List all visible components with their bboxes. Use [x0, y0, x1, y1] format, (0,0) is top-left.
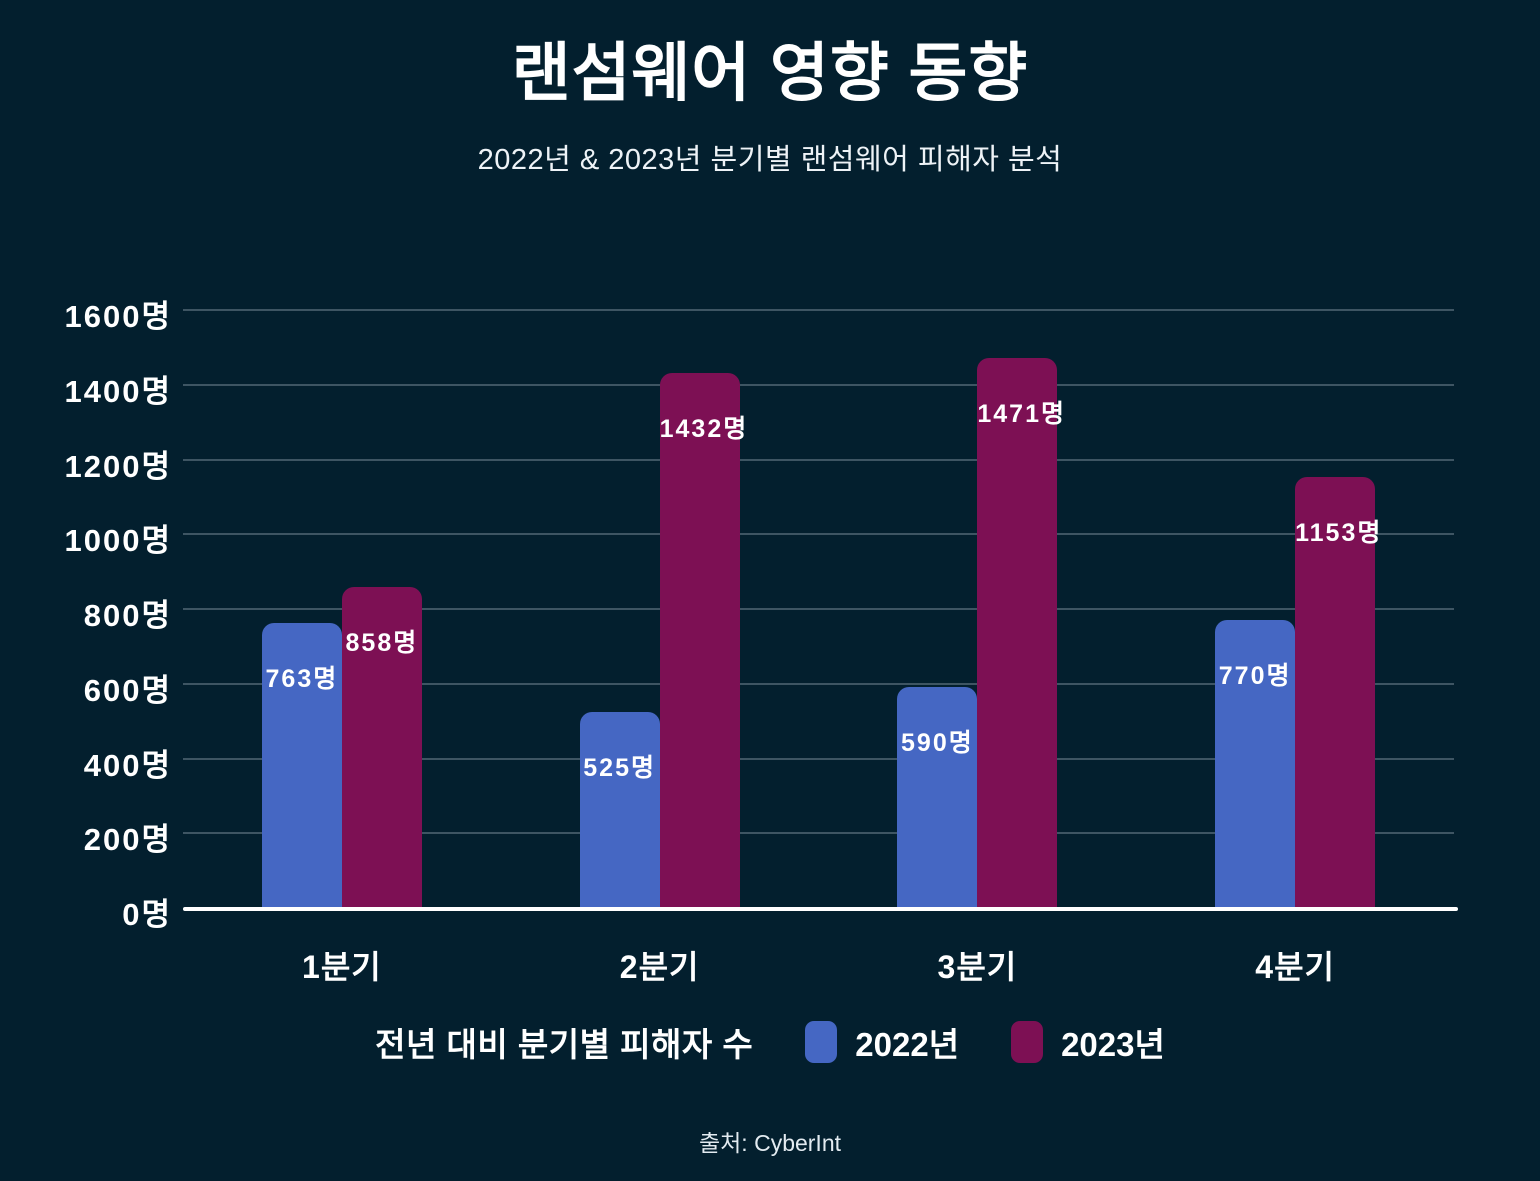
legend-item-2023-label: 2023년 [1061, 1026, 1165, 1063]
legend-label: 전년 대비 분기별 피해자 수 [375, 1026, 754, 1063]
y-axis-tick-1600: 1600명 [64, 299, 172, 334]
legend-item-2022: 2022년 [805, 1018, 959, 1066]
gridline-1600 [183, 309, 1454, 311]
legend-swatch-2023 [1011, 1021, 1044, 1063]
y-axis-tick-1200: 1200명 [64, 448, 172, 484]
y-axis-tick-1400: 1400명 [64, 373, 172, 409]
legend-item-2023: 2023년 [1011, 1018, 1165, 1066]
gridline-1000 [183, 533, 1454, 536]
y-axis-tick-400: 400명 [83, 747, 172, 783]
gridline-800 [183, 608, 1454, 610]
legend-swatch-2022 [805, 1021, 838, 1063]
chart-legend: 전년 대비 분기별 피해자 수 2022년 2023년 [0, 1018, 1540, 1066]
bar-2023년-3분기: 1471명 [977, 358, 1066, 908]
bar-value-label: 1471명 [977, 400, 1066, 429]
y-axis-tick-800: 800명 [83, 598, 172, 633]
bar-2023년-1분기: 858명 [341, 587, 422, 908]
bar-value-label: 1153명 [1295, 519, 1383, 548]
x-axis-label-2분기: 2분기 [619, 949, 700, 985]
source-note: 출처: CyberInt [698, 1130, 842, 1156]
bar-2023년-2분기: 1432명 [659, 372, 749, 908]
page-subtitle: 2022년 & 2023년 분기별 랜섬웨어 피해자 분석 [477, 144, 1063, 176]
gridline-600 [183, 682, 1454, 685]
x-axis-label-1분기: 1분기 [302, 949, 382, 985]
bar-2022년-3분기: 590명 [897, 687, 978, 908]
bar-2023년-4분기: 1153명 [1295, 477, 1383, 908]
bar-value-label: 525명 [583, 753, 656, 782]
bar-2022년-1분기: 763명 [261, 622, 342, 908]
legend-item-2022-label: 2022년 [855, 1026, 960, 1063]
gridline-1400 [183, 383, 1454, 386]
y-axis-tick-0: 0명 [122, 897, 172, 932]
gridline-200 [183, 832, 1454, 835]
x-axis-label-3분기: 3분기 [937, 949, 1018, 985]
x-axis-line [183, 907, 1458, 911]
gridline-400 [183, 757, 1454, 760]
bar-value-label: 858명 [345, 629, 419, 658]
bar-value-label: 763명 [265, 664, 339, 693]
y-axis-tick-200: 200명 [83, 822, 172, 858]
page-title: 랜섬웨어 영향 동향 [511, 37, 1029, 109]
bar-value-label: 590명 [901, 729, 974, 758]
y-axis-tick-600: 600명 [83, 672, 172, 708]
y-axis-tick-1000: 1000명 [64, 523, 172, 559]
bar-2022년-4분기: 770명 [1215, 620, 1296, 908]
gridline-1200 [183, 458, 1454, 461]
bar-value-label: 770명 [1218, 662, 1292, 691]
bar-2022년-2분기: 525명 [579, 711, 660, 908]
x-axis-label-4분기: 4분기 [1255, 949, 1335, 985]
bar-value-label: 1432명 [659, 414, 749, 443]
